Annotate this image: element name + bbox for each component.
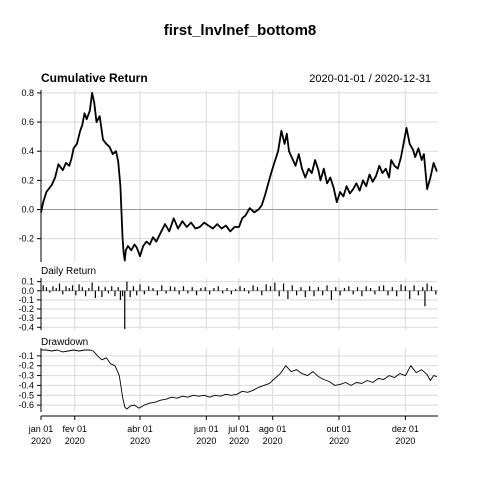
x-tick-label: jul 01 bbox=[227, 424, 250, 434]
x-tick-year: 2020 bbox=[130, 436, 150, 446]
y-tick-label: -0.4 bbox=[18, 322, 34, 332]
y-tick-label: -0.3 bbox=[18, 313, 34, 323]
y-tick-label: 0.8 bbox=[21, 88, 34, 98]
daily-return-title: Daily Return bbox=[41, 266, 96, 277]
y-tick-label: -0.1 bbox=[18, 351, 34, 361]
y-tick-label: -0.4 bbox=[18, 380, 34, 390]
y-tick-label: -0.2 bbox=[18, 234, 34, 244]
y-tick-label: 0.4 bbox=[21, 146, 34, 156]
drawdown-line bbox=[41, 349, 438, 410]
y-tick-label: 0.0 bbox=[21, 205, 34, 215]
drawdown-title: Drawdown bbox=[41, 337, 88, 348]
x-tick-label: fev 01 bbox=[62, 424, 87, 434]
x-tick-label: dez 01 bbox=[392, 424, 419, 434]
cumulative-return-line bbox=[40, 92, 438, 262]
x-tick-label: out 01 bbox=[327, 424, 352, 434]
y-tick-label: 0.6 bbox=[21, 117, 34, 127]
y-tick-label: -0.3 bbox=[18, 371, 34, 381]
y-tick-label: -0.6 bbox=[18, 400, 34, 410]
chart-title: first_lnvlnef_bottom8 bbox=[164, 22, 317, 39]
x-tick-year: 2020 bbox=[329, 436, 349, 446]
panels-layer: -0.20.00.20.40.60.8-0.4-0.3-0.2-0.10.00.… bbox=[18, 88, 438, 412]
x-tick-year: 2020 bbox=[31, 436, 51, 446]
x-tick-label: jun 01 bbox=[193, 424, 219, 434]
date-range-label: 2020-01-01 / 2020-12-31 bbox=[309, 73, 431, 85]
panel-2: -0.6-0.5-0.4-0.3-0.2-0.1 bbox=[18, 348, 438, 412]
cumulative-return-title: Cumulative Return bbox=[41, 71, 148, 85]
panel-1: -0.4-0.3-0.2-0.10.00.1 bbox=[18, 277, 438, 332]
y-tick-label: -0.1 bbox=[18, 295, 34, 305]
x-tick-label: jan 01 bbox=[28, 424, 54, 434]
x-tick-year: 2020 bbox=[65, 436, 85, 446]
x-axis: jan 01 2020 fev 01 2020 abr 01 2020 jun 01 2020… bbox=[28, 415, 438, 446]
x-tick-year: 2020 bbox=[395, 436, 415, 446]
x-tick-year: 2020 bbox=[229, 436, 249, 446]
x-tick-label: ago 01 bbox=[259, 424, 287, 434]
x-tick-year: 2020 bbox=[263, 436, 283, 446]
panel-0: -0.2 0.0 0.2 0.4 0.6 0.8 bbox=[18, 88, 438, 262]
y-tick-label: -0.5 bbox=[18, 390, 34, 400]
y-tick-label: -0.2 bbox=[18, 361, 34, 371]
y-tick-label: 0.2 bbox=[21, 175, 34, 185]
y-tick-label: 0.1 bbox=[21, 277, 34, 287]
y-tick-label: 0.0 bbox=[21, 286, 34, 296]
x-tick-year: 2020 bbox=[196, 436, 216, 446]
y-tick-label: -0.2 bbox=[18, 304, 34, 314]
x-tick-label: abr 01 bbox=[127, 424, 153, 434]
